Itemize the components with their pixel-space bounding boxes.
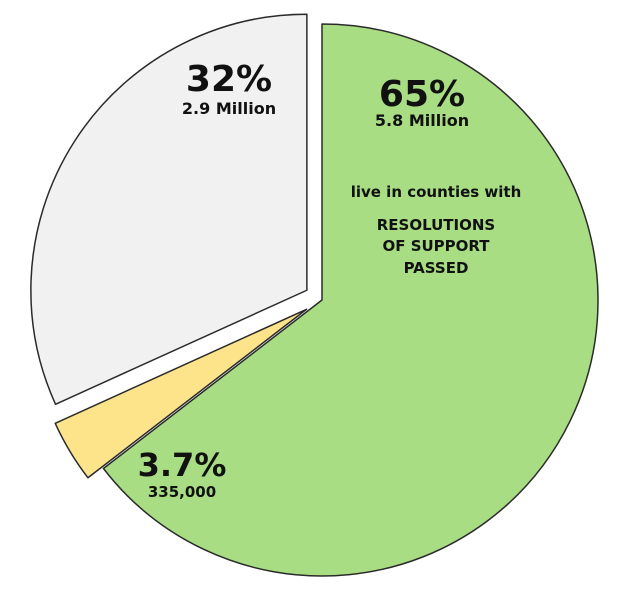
slice-1-amount-label: 335,000 xyxy=(148,483,216,501)
annotation-line-3: OF SUPPORT xyxy=(382,237,490,255)
pie-slice-resolutions-passed xyxy=(102,23,599,577)
annotation-line-2: RESOLUTIONS xyxy=(377,216,495,234)
slice-2-percent-label: 32% xyxy=(186,59,272,100)
annotation-line-1: live in counties with xyxy=(351,183,522,201)
slice-0-amount-label: 5.8 Million xyxy=(375,111,469,130)
pie-slice-remaining-share xyxy=(30,13,308,406)
annotation-line-4: PASSED xyxy=(404,259,469,277)
slice-0-percent-label: 65% xyxy=(379,74,465,115)
slice-2-amount-label: 2.9 Million xyxy=(182,99,276,118)
pie-slice-small-share xyxy=(54,308,308,479)
slice-1-percent-label: 3.7% xyxy=(138,446,227,484)
